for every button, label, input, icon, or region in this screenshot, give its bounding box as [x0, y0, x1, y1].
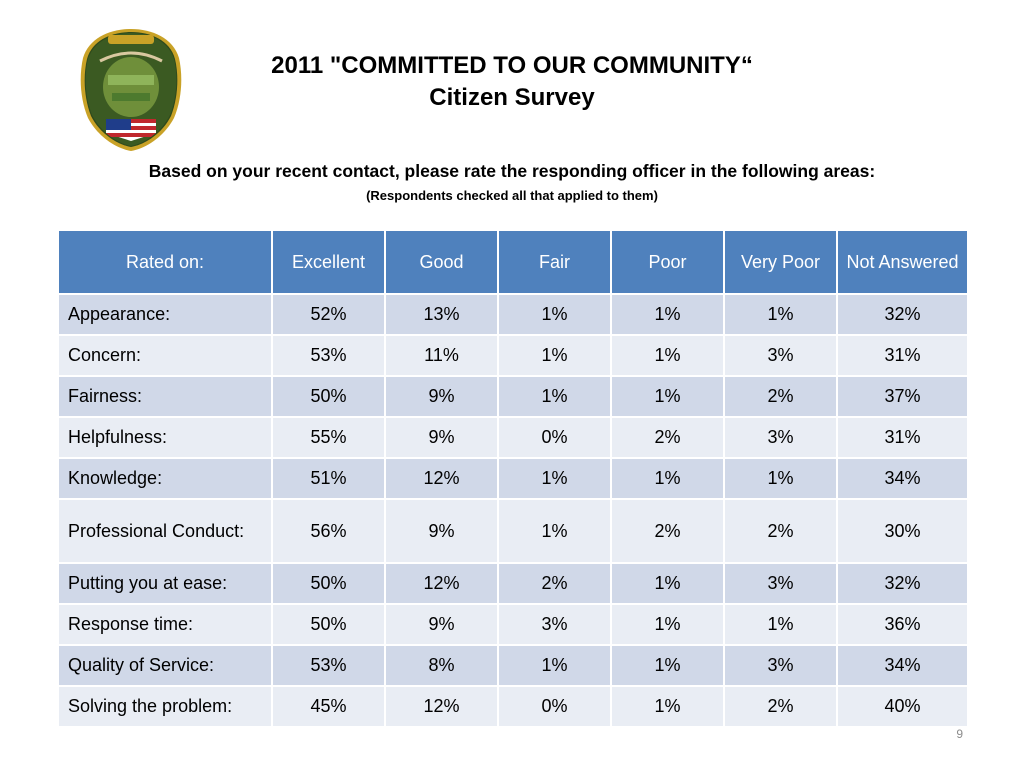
table-row: Appearance: 52% 13% 1% 1% 1% 32%: [57, 293, 969, 336]
table-row: Helpfulness: 55% 9% 0% 2% 3% 31%: [57, 416, 969, 459]
row-label: Quality of Service:: [57, 644, 273, 687]
percent-cell: 1%: [497, 457, 612, 500]
percent-cell: 3%: [723, 562, 838, 605]
percent-cell: 50%: [271, 375, 386, 418]
percent-cell: 2%: [723, 375, 838, 418]
header-excellent: Excellent: [271, 229, 386, 295]
percent-cell: 11%: [384, 334, 499, 377]
percent-cell: 1%: [610, 375, 725, 418]
survey-results-table: Rated on: Excellent Good Fair Poor Very …: [57, 229, 969, 728]
percent-cell: 0%: [497, 416, 612, 459]
percent-cell: 2%: [610, 498, 725, 564]
row-label: Helpfulness:: [57, 416, 273, 459]
percent-cell: 31%: [836, 416, 969, 459]
percent-cell: 52%: [271, 293, 386, 336]
percent-cell: 1%: [610, 603, 725, 646]
percent-cell: 12%: [384, 685, 499, 728]
percent-cell: 1%: [497, 334, 612, 377]
percent-cell: 1%: [497, 293, 612, 336]
percent-cell: 9%: [384, 416, 499, 459]
percent-cell: 1%: [610, 644, 725, 687]
row-label: Concern:: [57, 334, 273, 377]
percent-cell: 32%: [836, 293, 969, 336]
table-row: Putting you at ease: 50% 12% 2% 1% 3% 32%: [57, 562, 969, 605]
percent-cell: 30%: [836, 498, 969, 564]
percent-cell: 53%: [271, 644, 386, 687]
percent-cell: 1%: [610, 562, 725, 605]
percent-cell: 3%: [723, 416, 838, 459]
percent-cell: 34%: [836, 644, 969, 687]
percent-cell: 45%: [271, 685, 386, 728]
percent-cell: 1%: [610, 685, 725, 728]
row-label: Solving the problem:: [57, 685, 273, 728]
percent-cell: 9%: [384, 375, 499, 418]
table-row: Response time: 50% 9% 3% 1% 1% 36%: [57, 603, 969, 646]
percent-cell: 51%: [271, 457, 386, 500]
percent-cell: 50%: [271, 562, 386, 605]
percent-cell: 3%: [723, 334, 838, 377]
row-label: Putting you at ease:: [57, 562, 273, 605]
percent-cell: 1%: [610, 334, 725, 377]
percent-cell: 3%: [723, 644, 838, 687]
header-good: Good: [384, 229, 499, 295]
survey-note: (Respondents checked all that applied to…: [366, 188, 658, 203]
percent-cell: 2%: [723, 685, 838, 728]
percent-cell: 13%: [384, 293, 499, 336]
percent-cell: 32%: [836, 562, 969, 605]
page-title: 2011 "COMMITTED TO OUR COMMUNITY“ Citize…: [200, 50, 824, 114]
percent-cell: 1%: [610, 293, 725, 336]
percent-cell: 31%: [836, 334, 969, 377]
percent-cell: 12%: [384, 457, 499, 500]
percent-cell: 1%: [610, 457, 725, 500]
percent-cell: 1%: [723, 603, 838, 646]
page-number: 9: [956, 727, 963, 741]
table-row: Quality of Service: 53% 8% 1% 1% 3% 34%: [57, 644, 969, 687]
percent-cell: 40%: [836, 685, 969, 728]
title-line-1: 2011 "COMMITTED TO OUR COMMUNITY“: [271, 52, 753, 79]
percent-cell: 50%: [271, 603, 386, 646]
percent-cell: 0%: [497, 685, 612, 728]
percent-cell: 53%: [271, 334, 386, 377]
percent-cell: 1%: [497, 644, 612, 687]
header-rated-on: Rated on:: [57, 229, 273, 295]
percent-cell: 2%: [610, 416, 725, 459]
police-badge-icon: [80, 29, 182, 151]
percent-cell: 9%: [384, 603, 499, 646]
survey-question: Based on your recent contact, please rat…: [148, 161, 876, 181]
percent-cell: 34%: [836, 457, 969, 500]
table-row: Concern: 53% 11% 1% 1% 3% 31%: [57, 334, 969, 377]
percent-cell: 2%: [723, 498, 838, 564]
row-label: Response time:: [57, 603, 273, 646]
percent-cell: 56%: [271, 498, 386, 564]
percent-cell: 2%: [497, 562, 612, 605]
row-label: Fairness:: [57, 375, 273, 418]
percent-cell: 3%: [497, 603, 612, 646]
percent-cell: 1%: [497, 498, 612, 564]
table-header-row: Rated on: Excellent Good Fair Poor Very …: [57, 229, 969, 295]
row-label: Knowledge:: [57, 457, 273, 500]
row-label: Appearance:: [57, 293, 273, 336]
header-very-poor: Very Poor: [723, 229, 838, 295]
percent-cell: 55%: [271, 416, 386, 459]
header-not-answered: Not Answered: [836, 229, 969, 295]
percent-cell: 1%: [497, 375, 612, 418]
percent-cell: 12%: [384, 562, 499, 605]
percent-cell: 1%: [723, 293, 838, 336]
table-row: Solving the problem: 45% 12% 0% 1% 2% 40%: [57, 685, 969, 728]
header-fair: Fair: [497, 229, 612, 295]
percent-cell: 36%: [836, 603, 969, 646]
header-poor: Poor: [610, 229, 725, 295]
table-row: Fairness: 50% 9% 1% 1% 2% 37%: [57, 375, 969, 418]
percent-cell: 9%: [384, 498, 499, 564]
title-line-2: Citizen Survey: [429, 84, 595, 111]
row-label: Professional Conduct:: [57, 498, 273, 564]
table-row: Knowledge: 51% 12% 1% 1% 1% 34%: [57, 457, 969, 500]
percent-cell: 37%: [836, 375, 969, 418]
percent-cell: 8%: [384, 644, 499, 687]
percent-cell: 1%: [723, 457, 838, 500]
table-row: Professional Conduct: 56% 9% 1% 2% 2% 30%: [57, 498, 969, 564]
